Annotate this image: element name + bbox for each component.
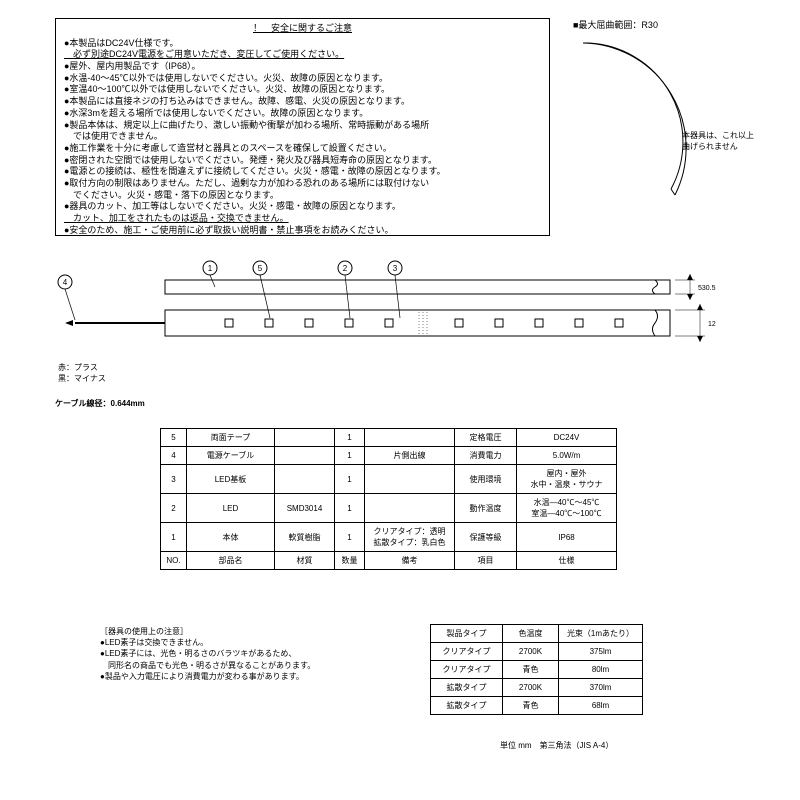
warning-title: ！ 安全に関するご注意: [64, 23, 541, 35]
svg-text:2: 2: [343, 264, 348, 273]
svg-text:5: 5: [258, 264, 263, 273]
drawing-footer: 単位 mm 第三角法（JIS A-4）: [500, 740, 613, 751]
cable-diameter-label: ケーブル線径：0.644mm: [55, 398, 145, 409]
wire-red-label: 赤：プラス: [58, 362, 98, 373]
product-diagram: 1 5 2 3 4 530.5 12: [55, 260, 735, 380]
wire-black-label: 黒：マイナス: [58, 373, 106, 384]
bend-curve-diagram: [575, 35, 690, 235]
usage-notes: ［器具の使用上の注意］ ●LED素子は交換できません。●LED素子には、光色・明…: [100, 626, 315, 682]
bom-table: 5両面テープ1定格電圧DC24V4電源ケーブル1片側出線消費電力5.0W/m3L…: [160, 428, 617, 570]
svg-text:12: 12: [708, 321, 716, 328]
product-type-table: 製品タイプ色温度光束（1mあたり）クリアタイプ2700K375lmクリアタイプ青…: [430, 624, 643, 715]
bend-range-label: ■最大屈曲範囲：R30: [573, 18, 658, 31]
svg-text:3: 3: [393, 264, 398, 273]
bend-caption: 本器具は、これ以上 曲げられません: [682, 130, 754, 152]
safety-warning-box: ！ 安全に関するご注意 ●本製品はDC24V仕様です。 必ず別途DC24V電源を…: [55, 18, 550, 236]
svg-text:530.5: 530.5: [698, 285, 716, 292]
svg-text:1: 1: [208, 264, 213, 273]
svg-text:4: 4: [63, 278, 68, 287]
